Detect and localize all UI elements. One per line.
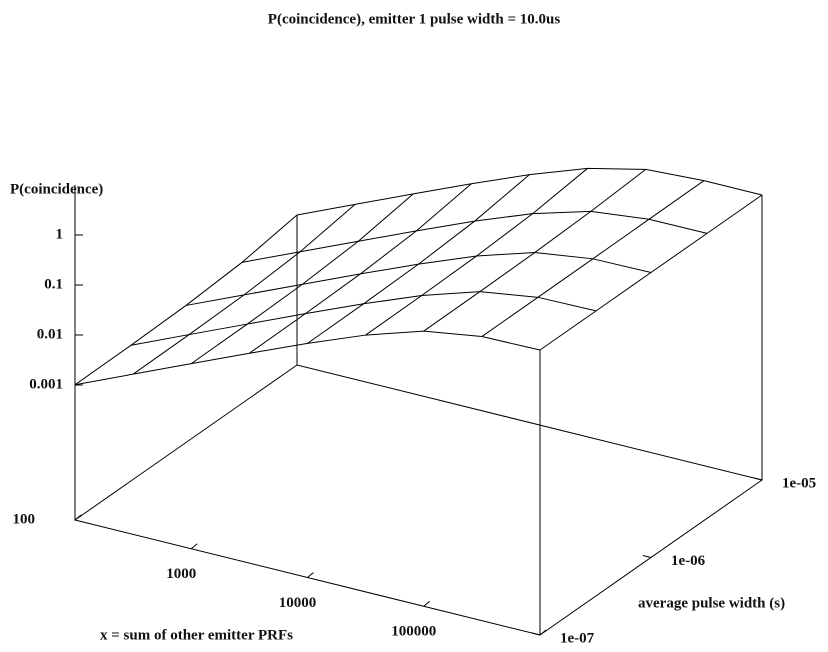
x-tick-label: 100	[13, 511, 36, 527]
surface-column	[423, 169, 647, 332]
z-axis-label: P(coincidence)	[10, 181, 103, 197]
y-tick-label: 1e-06	[671, 553, 706, 569]
surface-row	[241, 210, 708, 263]
surface-column	[249, 183, 472, 354]
surface-column	[365, 167, 588, 336]
surface-column	[132, 204, 356, 375]
y-tick-label: 1e-07	[560, 630, 595, 646]
y-tick	[531, 632, 541, 636]
surface-column	[481, 180, 705, 337]
surface-column	[307, 174, 530, 344]
y-tick	[642, 555, 652, 558]
surface-row	[130, 291, 597, 346]
surface-column	[190, 193, 414, 365]
chart-title: P(coincidence), emitter 1 pulse width = …	[268, 11, 561, 27]
surface-row	[296, 167, 763, 216]
x-tick	[423, 600, 431, 607]
x-tick	[307, 572, 314, 578]
x-tick	[74, 514, 82, 521]
x-tick	[190, 543, 198, 550]
y-tick-label: 1e-05	[782, 475, 816, 491]
z-tick-label: 0.01	[37, 326, 63, 342]
y-axis-label: average pulse width (s)	[638, 595, 785, 611]
z-tick-label: 0.1	[44, 276, 63, 292]
x-tick-label: 10000	[279, 595, 317, 611]
x-tick-label: 100000	[391, 624, 436, 640]
z-tick-label: 0.001	[29, 376, 63, 392]
surface-row	[74, 330, 541, 386]
z-tick-label: 1	[56, 226, 64, 242]
x-tick	[539, 629, 547, 636]
x-tick-label: 1000	[166, 566, 196, 582]
x-axis-label: x = sum of other emitter PRFs	[100, 627, 293, 643]
surface-column	[74, 214, 298, 386]
surface-column	[539, 194, 763, 351]
y-tick	[753, 477, 763, 481]
